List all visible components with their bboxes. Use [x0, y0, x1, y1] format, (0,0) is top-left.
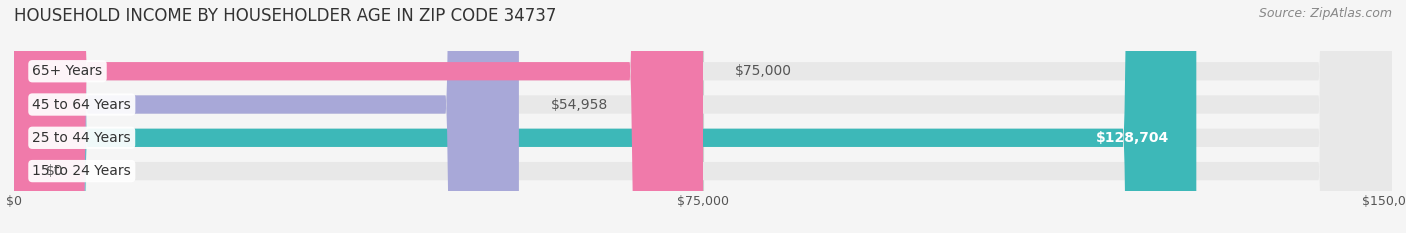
Text: 65+ Years: 65+ Years — [32, 64, 103, 78]
FancyBboxPatch shape — [14, 0, 1392, 233]
Text: $0: $0 — [46, 164, 63, 178]
Text: $75,000: $75,000 — [735, 64, 792, 78]
FancyBboxPatch shape — [14, 0, 1392, 233]
Text: 25 to 44 Years: 25 to 44 Years — [32, 131, 131, 145]
Text: 15 to 24 Years: 15 to 24 Years — [32, 164, 131, 178]
FancyBboxPatch shape — [14, 0, 1392, 233]
Text: $54,958: $54,958 — [551, 98, 609, 112]
FancyBboxPatch shape — [14, 0, 519, 233]
Text: HOUSEHOLD INCOME BY HOUSEHOLDER AGE IN ZIP CODE 34737: HOUSEHOLD INCOME BY HOUSEHOLDER AGE IN Z… — [14, 7, 557, 25]
Text: 45 to 64 Years: 45 to 64 Years — [32, 98, 131, 112]
FancyBboxPatch shape — [14, 0, 1197, 233]
Text: $128,704: $128,704 — [1095, 131, 1168, 145]
Text: Source: ZipAtlas.com: Source: ZipAtlas.com — [1258, 7, 1392, 20]
FancyBboxPatch shape — [14, 0, 1392, 233]
FancyBboxPatch shape — [14, 0, 703, 233]
